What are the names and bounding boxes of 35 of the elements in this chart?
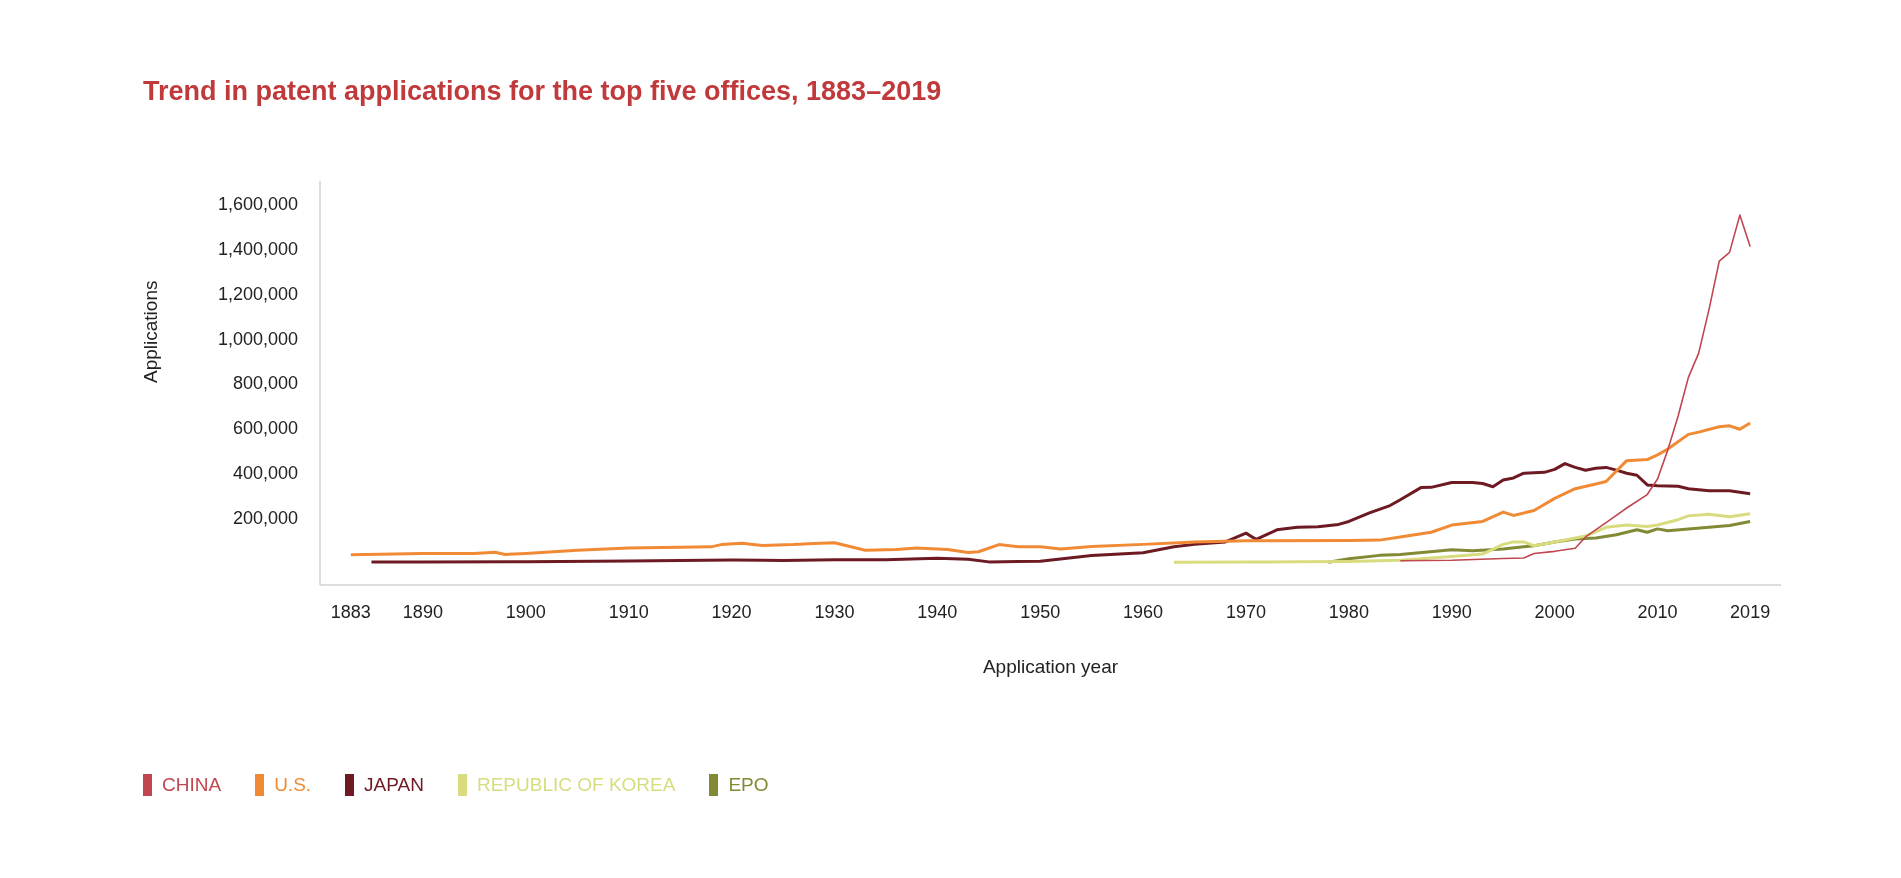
x-tick-label: 1883 [330, 601, 371, 622]
x-tick-label: 2000 [1534, 601, 1575, 622]
x-axis-title: Application year [982, 656, 1119, 677]
y-tick-label: 1,400,000 [217, 238, 298, 259]
legend-label: JAPAN [364, 774, 424, 796]
y-tick-label: 600,000 [232, 418, 298, 439]
legend-label: REPUBLIC OF KOREA [476, 774, 676, 796]
legend-label: EPO [728, 774, 769, 796]
x-tick-label: 1940 [917, 601, 958, 622]
legend-label: U.S. [274, 774, 312, 796]
x-tick-label: 2010 [1637, 601, 1678, 622]
line-series [1399, 214, 1751, 562]
x-tick-label: 1950 [1020, 601, 1061, 622]
x-tick-label: 1930 [814, 601, 855, 622]
x-tick-label: 1920 [711, 601, 752, 622]
y-axis-title: Applications [139, 280, 161, 383]
line-series [369, 462, 1752, 564]
x-tick-label: 1990 [1431, 601, 1472, 622]
x-tick-label: 1900 [505, 601, 546, 622]
x-tick-label: 1970 [1225, 601, 1267, 622]
line-series [349, 421, 1752, 557]
chart-title: Trend in patent applications for the top five offices, 1883–2019 [143, 76, 942, 107]
line-series [1172, 512, 1752, 564]
y-tick-label: 1,600,000 [217, 193, 298, 214]
y-tick-label: 1,000,000 [217, 328, 298, 349]
x-tick-label: 1960 [1123, 601, 1164, 622]
legend-label: CHINA [162, 774, 222, 796]
x-tick-label: 1980 [1328, 601, 1369, 622]
x-tick-label: 1910 [608, 601, 649, 622]
x-tick-label: 2019 [1730, 601, 1771, 622]
x-tick-label: 1890 [402, 601, 443, 622]
y-tick-label: 400,000 [232, 463, 298, 484]
y-tick-label: 1,200,000 [217, 283, 298, 304]
y-tick-label: 800,000 [232, 373, 298, 394]
y-tick-label: 200,000 [232, 508, 298, 529]
